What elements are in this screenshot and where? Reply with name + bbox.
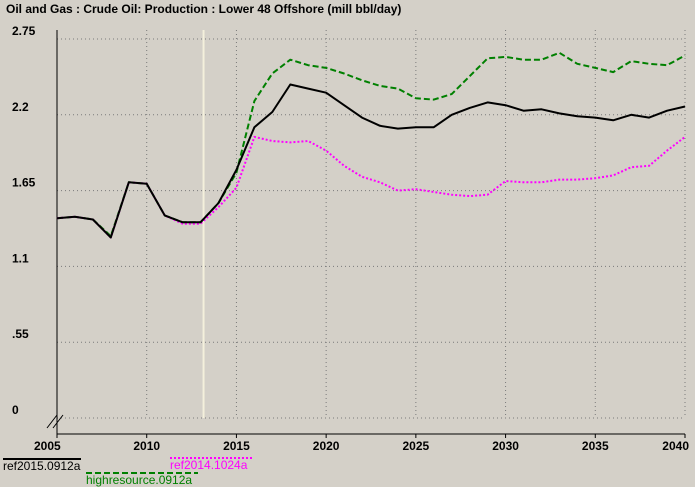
legend: ref2015.0912a ref2014.1024ahighresource.0…: [3, 457, 254, 487]
x-tick-label: 2025: [403, 439, 430, 453]
grid-lines: [57, 30, 686, 419]
y-tick-label: 2.75: [12, 24, 36, 38]
axis-break-mark: [52, 414, 64, 429]
y-tick-label: 2.2: [12, 100, 29, 114]
x-tick-label: 2020: [313, 439, 340, 453]
y-tick-label: 0: [12, 403, 19, 417]
x-tick-label: 2010: [133, 439, 160, 453]
legend-label: ref2015.0912a: [3, 459, 81, 473]
legend-label: highresource.0912a: [86, 473, 192, 487]
axis-break-mark: [46, 414, 58, 429]
series-line-ref2014: [56, 135, 686, 239]
legend-label: ref2014.1024a: [170, 458, 248, 472]
chart-title: Oil and Gas : Crude Oil: Production : Lo…: [6, 2, 401, 16]
series-layer: [56, 51, 686, 239]
y-axis-ticks: 0 .55 1.1 1.65 2.2 2.75: [12, 24, 36, 417]
x-tick-label: 2035: [582, 439, 609, 453]
y-tick-label: 1.1: [12, 251, 29, 265]
y-tick-label: .55: [12, 327, 29, 341]
x-tick-label: 2005: [34, 439, 61, 453]
y-tick-label: 1.65: [12, 176, 36, 190]
series-line-ref2015: [56, 83, 686, 239]
plot-area: [57, 30, 685, 418]
x-tick-label: 2015: [223, 439, 250, 453]
axes: [46, 30, 686, 438]
x-tick-label: 2040: [662, 439, 689, 453]
x-tick-label: 2030: [492, 439, 519, 453]
x-axis-ticks: 2005 2010 2015 2020 2025 2030 2035 2040: [34, 439, 689, 453]
